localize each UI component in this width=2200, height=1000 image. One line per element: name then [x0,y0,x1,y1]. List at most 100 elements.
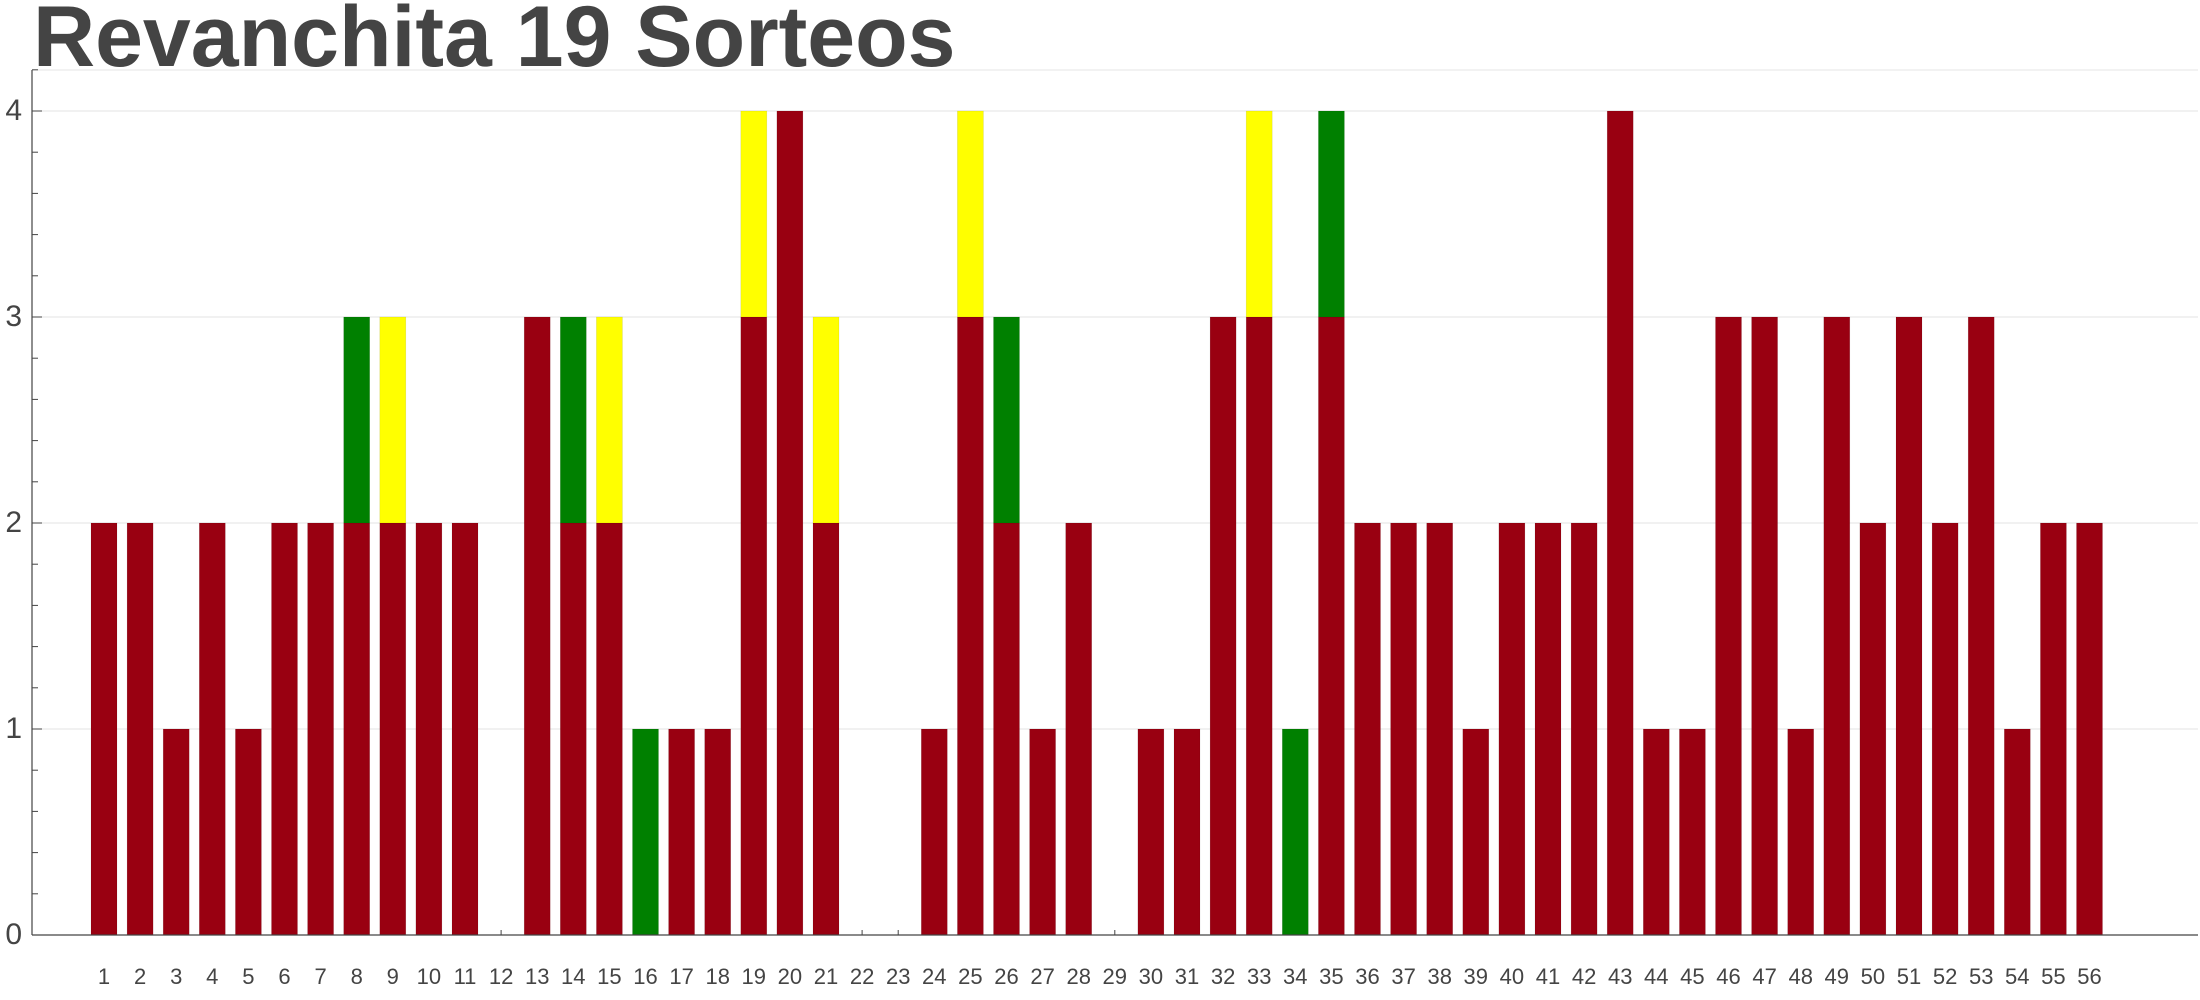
bar-segment [1967,316,1995,936]
bar-segment [1498,522,1526,936]
bar-segment [920,728,948,936]
bar-segment [1606,110,1634,936]
x-tick-label: 12 [489,964,513,989]
x-tick-label: 5 [242,964,254,989]
y-tick-label: 4 [5,94,22,127]
x-tick-label: 24 [922,964,946,989]
x-tick-label: 3 [170,964,182,989]
bar-segment [235,728,262,936]
y-tick-label: 0 [5,918,22,951]
y-tick-label: 2 [5,506,22,539]
x-tick-label: 43 [1608,964,1632,989]
bar-segment [379,316,407,524]
x-tick-label: 51 [1897,964,1921,989]
x-tick-label: 44 [1644,964,1668,989]
x-tick-label: 47 [1752,964,1776,989]
bar-segment [632,728,659,936]
x-tick-label: 54 [2005,964,2029,989]
x-tick-label: 56 [2077,964,2101,989]
bar-segment [1245,316,1273,936]
x-tick-label: 30 [1139,964,1163,989]
x-tick-label: 6 [278,964,290,989]
bar-segment [162,728,190,936]
x-tick-label: 40 [1500,964,1524,989]
x-tick-label: 8 [351,964,363,989]
x-tick-label: 53 [1969,964,1993,989]
bar-segment [379,522,407,936]
x-tick-label: 4 [206,964,218,989]
x-tick-label: 39 [1464,964,1488,989]
x-tick-label: 41 [1536,964,1560,989]
x-tick-label: 37 [1391,964,1415,989]
bar-segment [1245,110,1273,318]
x-tick-label: 38 [1427,964,1451,989]
bar-segment [1751,316,1778,936]
bar-segment [596,522,623,936]
bar-segment [2076,522,2103,936]
bar-segment [343,316,371,524]
x-tick-label: 9 [387,964,399,989]
bar-segment [343,522,371,936]
x-tick-label: 27 [1030,964,1054,989]
x-tick-label: 22 [850,964,874,989]
bar-segment [2004,728,2031,936]
bar-segment [559,522,587,936]
bar-segment [740,316,768,936]
x-tick-label: 16 [633,964,657,989]
bar-segment [90,522,118,936]
bar-segment [307,522,334,936]
bar-segment [1823,316,1851,936]
bar-segment [1570,522,1598,936]
x-tick-label: 52 [1933,964,1957,989]
bar-segment [1173,728,1201,936]
y-tick-label: 1 [5,712,22,745]
bar-segment [1859,522,1887,936]
bar-segment [993,316,1020,524]
bar-segment [957,110,984,318]
x-tick-label: 1 [98,964,110,989]
bar-segment [1137,728,1165,936]
x-tick-label: 7 [314,964,326,989]
bar-segment [1787,728,1814,936]
bar-segment [1895,316,1923,936]
bar-segment [1390,522,1417,936]
x-tick-label: 2 [134,964,146,989]
bar-segment [812,522,840,936]
bar-segment [415,522,443,936]
bar-segment [596,316,623,524]
bar-segment [812,316,840,524]
bar-segment [1715,316,1742,936]
bar-segment [1643,728,1670,936]
bar-segment [993,522,1020,936]
x-tick-label: 55 [2041,964,2065,989]
chart-title: Revanchita 19 Sorteos [33,0,956,85]
y-tick-label: 3 [5,300,22,333]
x-tick-label: 50 [1861,964,1885,989]
bar-segment [1354,522,1381,936]
bar-segment [1426,522,1453,936]
x-tick-label: 29 [1103,964,1127,989]
bar-segment [1931,522,1959,936]
x-tick-label: 49 [1825,964,1849,989]
bar-segment [1679,728,1706,936]
x-tick-label: 46 [1716,964,1740,989]
bar-segment [957,316,984,936]
x-tick-label: 23 [886,964,910,989]
x-tick-label: 34 [1283,964,1307,989]
y-tick-labels: 0 1 2 3 4 [5,94,22,951]
bar-segment [668,728,695,936]
x-tick-label: 32 [1211,964,1235,989]
x-tick-label: 28 [1066,964,1090,989]
x-tick-label: 48 [1788,964,1812,989]
bar-segment [776,110,804,936]
x-tick-label: 42 [1572,964,1596,989]
x-tick-label: 36 [1355,964,1379,989]
bar-segment [523,316,551,936]
x-tick-label: 26 [994,964,1018,989]
bar-segment [1318,110,1345,318]
x-tick-label: 21 [814,964,838,989]
bar-segment [1065,522,1092,936]
x-tick-label: 35 [1319,964,1343,989]
bar-segment [1318,316,1345,936]
